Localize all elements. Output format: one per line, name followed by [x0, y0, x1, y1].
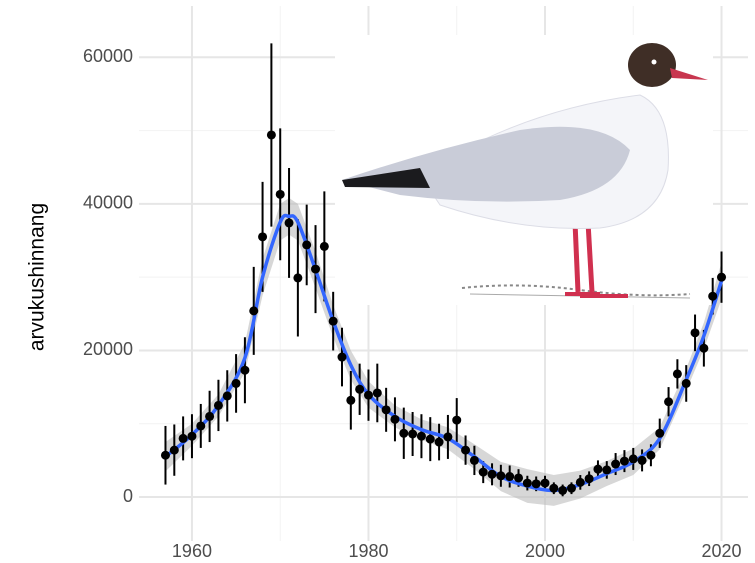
point — [469, 455, 479, 465]
point — [514, 473, 524, 483]
x-tick-label: 1980 — [348, 541, 388, 561]
point — [593, 464, 603, 474]
point — [566, 483, 576, 493]
point — [249, 306, 259, 316]
point — [178, 433, 188, 443]
point — [584, 474, 594, 484]
point — [655, 428, 665, 438]
eye — [651, 59, 657, 65]
y-tick-label: 40000 — [83, 193, 133, 213]
y-tick-label: 60000 — [83, 46, 133, 66]
point — [478, 467, 488, 477]
head — [628, 43, 676, 87]
point — [205, 411, 215, 421]
confidence-band — [165, 198, 722, 506]
point — [416, 431, 426, 441]
point — [619, 456, 629, 466]
point — [355, 384, 365, 394]
point — [266, 130, 276, 140]
point — [549, 483, 559, 493]
point — [496, 471, 506, 481]
point — [425, 434, 435, 444]
x-tick-label: 2000 — [525, 541, 565, 561]
point — [708, 291, 718, 301]
y-tick-label: 0 — [123, 486, 133, 506]
beak — [670, 68, 708, 80]
point — [187, 431, 197, 441]
point — [196, 421, 206, 431]
point — [390, 414, 400, 424]
point — [284, 218, 294, 228]
point — [363, 390, 373, 400]
point — [681, 378, 691, 388]
point — [302, 240, 312, 250]
point — [434, 437, 444, 447]
point — [452, 415, 462, 425]
point — [602, 465, 612, 475]
point — [372, 388, 382, 398]
point — [275, 189, 285, 199]
legs — [572, 221, 595, 293]
point — [611, 459, 621, 469]
point — [505, 472, 515, 482]
x-tick-label: 1960 — [172, 541, 212, 561]
point — [540, 478, 550, 488]
point — [319, 241, 329, 251]
point — [672, 369, 682, 379]
point — [213, 400, 223, 410]
y-tick-label: 20000 — [83, 339, 133, 359]
point — [408, 429, 418, 439]
y-axis-label: arvukushinnang — [26, 203, 49, 351]
point — [558, 485, 568, 495]
point — [717, 272, 727, 282]
point — [637, 455, 647, 465]
point — [399, 428, 409, 438]
x-tick-label: 2020 — [701, 541, 741, 561]
point — [258, 232, 268, 242]
point — [169, 445, 179, 455]
band-layer — [165, 198, 722, 506]
point — [160, 450, 170, 460]
point — [240, 365, 250, 375]
point — [293, 273, 303, 283]
point — [664, 397, 674, 407]
point — [531, 479, 541, 489]
gull-illustration — [335, 35, 713, 305]
feet — [565, 292, 628, 298]
point — [628, 454, 638, 464]
point — [311, 264, 321, 274]
wing-tip — [342, 168, 430, 188]
marks-layer — [160, 43, 727, 497]
point — [461, 445, 471, 455]
point — [522, 478, 532, 488]
point — [222, 391, 232, 401]
point — [328, 316, 338, 326]
point — [231, 378, 241, 388]
point — [443, 432, 453, 442]
point — [487, 469, 497, 479]
point — [337, 352, 347, 362]
point — [346, 395, 356, 405]
point — [690, 328, 700, 338]
point — [381, 405, 391, 415]
point — [646, 450, 656, 460]
point — [699, 343, 709, 353]
point — [575, 477, 585, 487]
